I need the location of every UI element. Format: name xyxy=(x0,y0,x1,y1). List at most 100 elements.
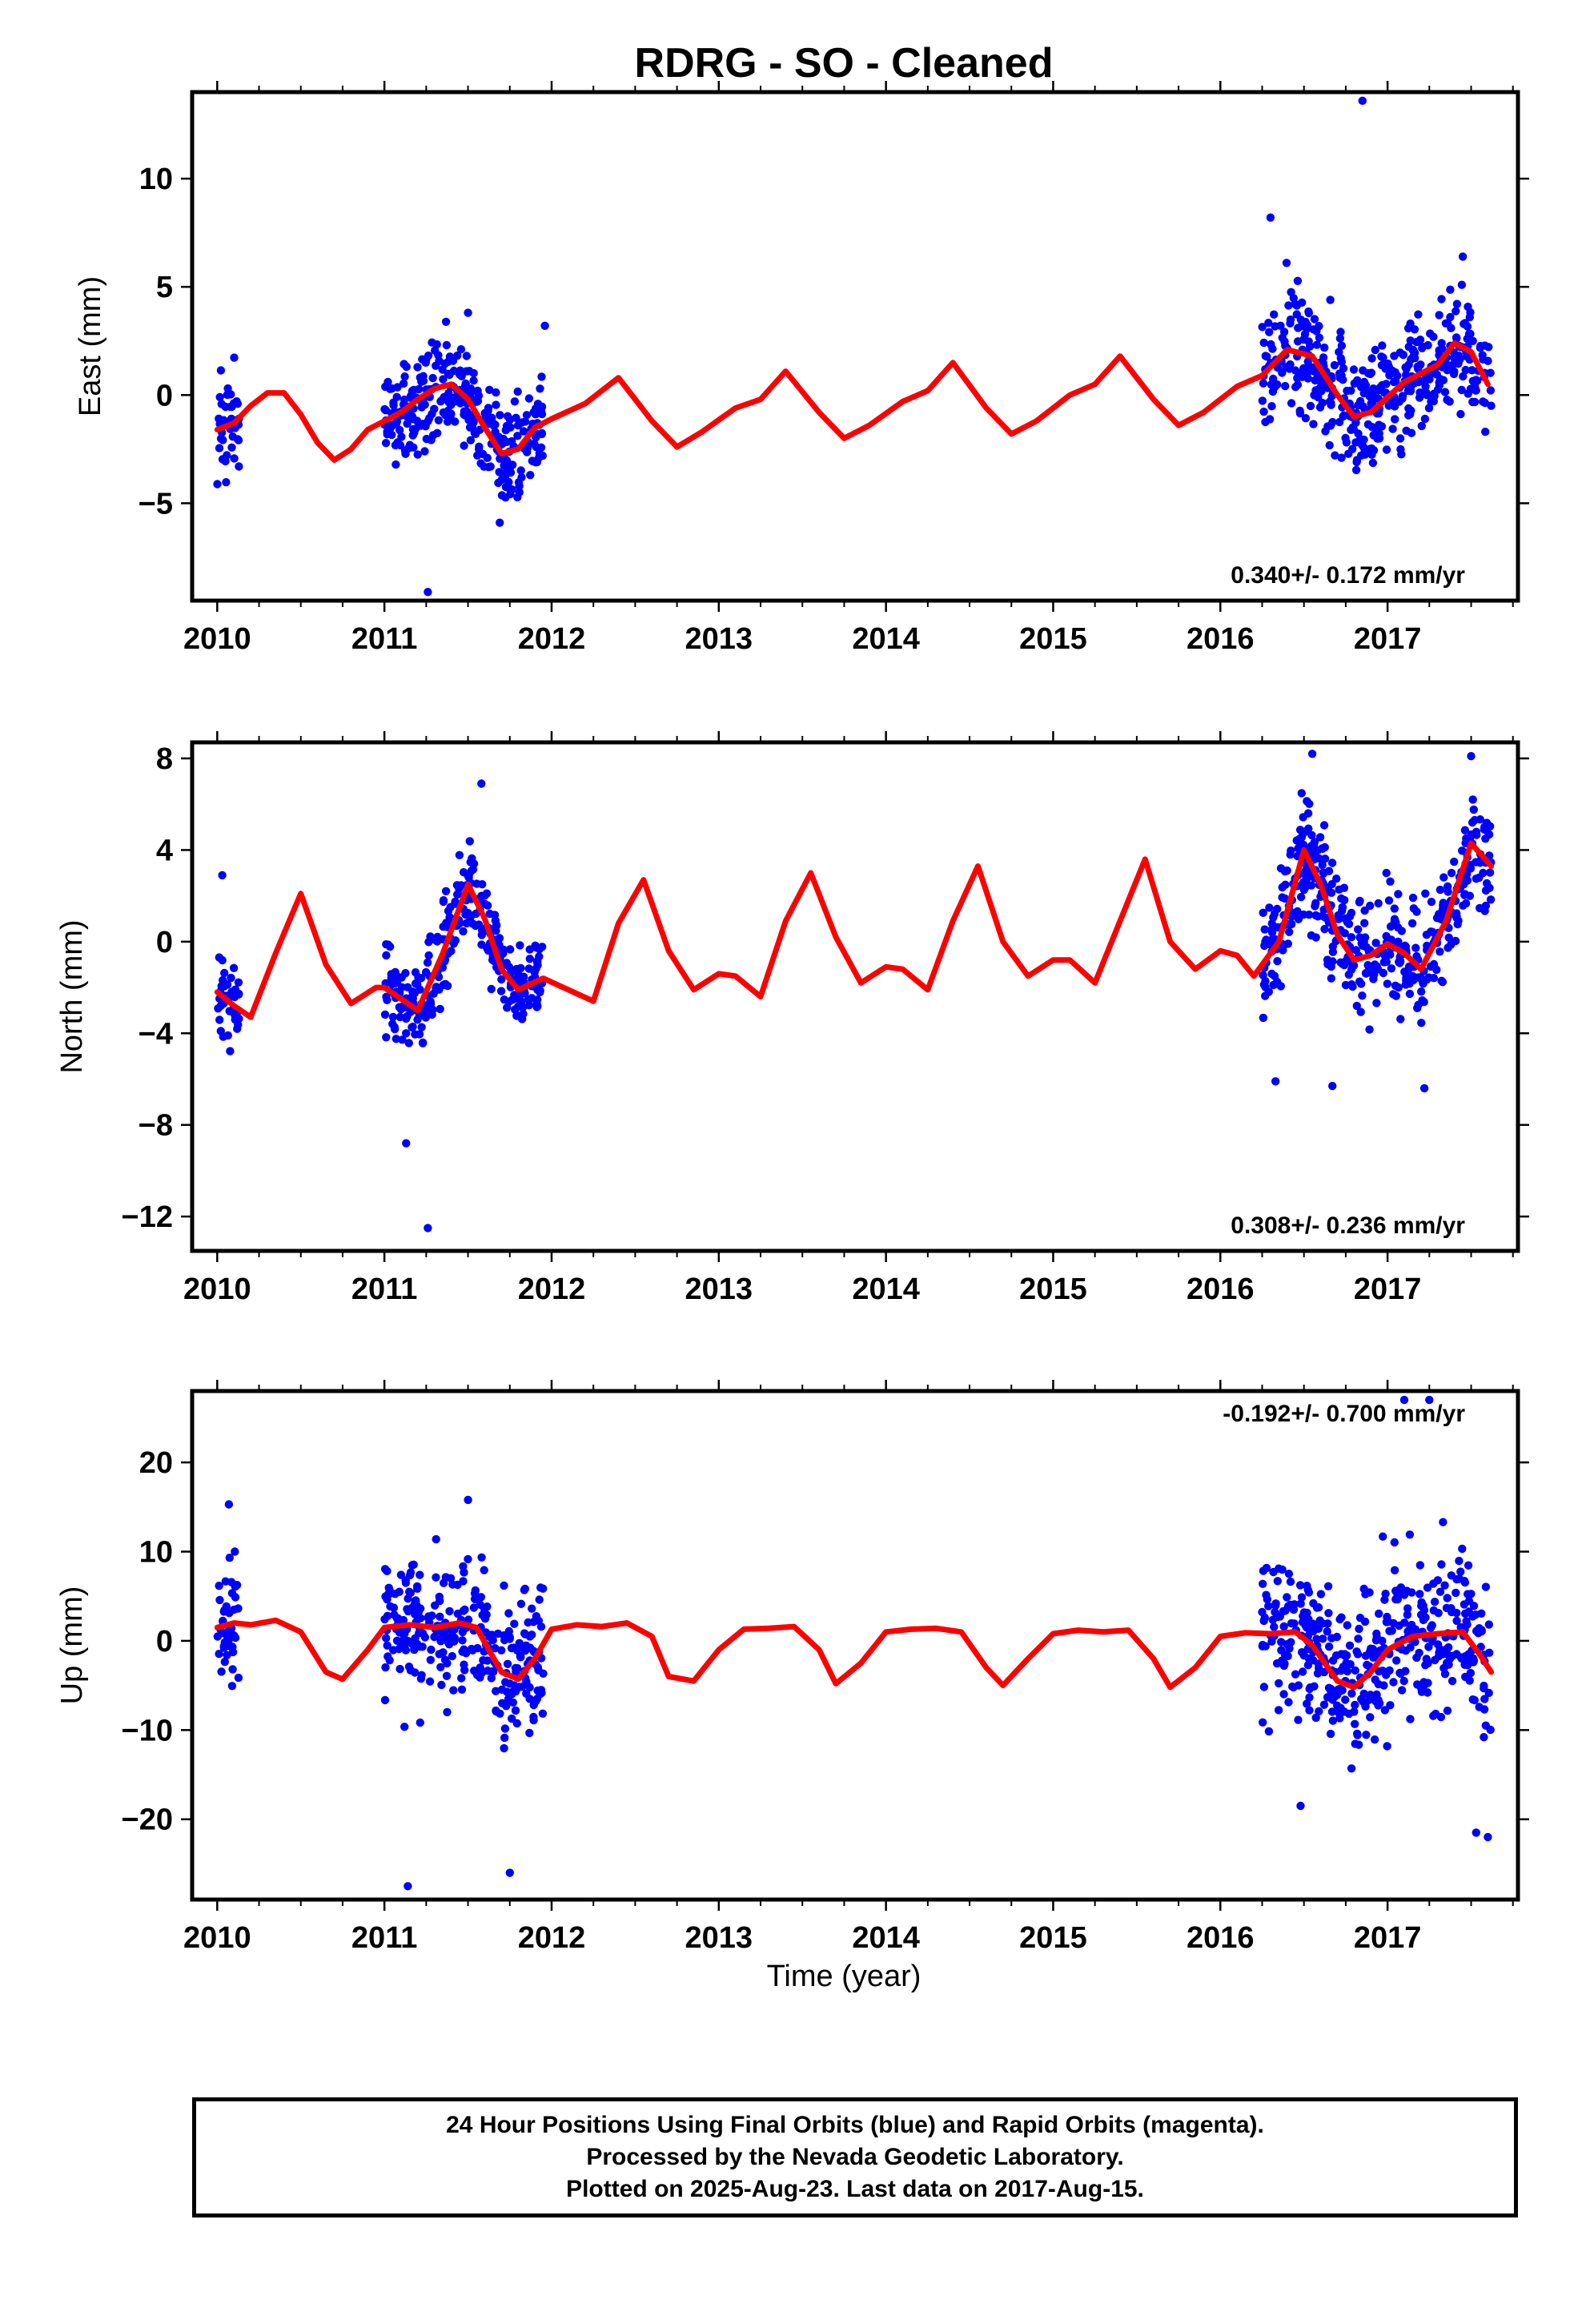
data-point xyxy=(1387,964,1396,973)
data-point xyxy=(492,1687,500,1695)
data-point xyxy=(234,1673,243,1683)
data-point xyxy=(1355,977,1364,986)
data-point xyxy=(1362,969,1371,978)
data-point xyxy=(1387,366,1396,375)
data-point xyxy=(525,955,534,963)
data-point xyxy=(449,1686,458,1695)
data-point xyxy=(1337,371,1346,380)
data-point xyxy=(492,1706,500,1715)
data-point xyxy=(1457,280,1467,289)
data-point xyxy=(465,837,474,846)
data-point xyxy=(1324,1642,1334,1651)
data-point xyxy=(449,939,458,948)
data-point xyxy=(1307,830,1316,840)
data-point xyxy=(1320,343,1329,352)
data-point xyxy=(1402,974,1411,983)
data-point xyxy=(1326,421,1335,430)
data-point xyxy=(1274,1706,1283,1715)
data-point xyxy=(412,1582,422,1591)
data-point xyxy=(1359,1584,1368,1594)
data-point xyxy=(1265,328,1274,336)
rate-label: 0.308+/- 0.236 mm/yr xyxy=(1231,1212,1465,1239)
data-point xyxy=(1369,431,1378,440)
data-point xyxy=(384,1583,393,1593)
data-point xyxy=(1319,1700,1329,1709)
data-point xyxy=(1485,830,1494,839)
data-point xyxy=(1447,868,1456,878)
data-point xyxy=(1487,401,1496,410)
data-point xyxy=(1258,323,1267,332)
data-point xyxy=(1281,1606,1290,1615)
y-tick-label: 0 xyxy=(156,379,173,412)
data-point xyxy=(457,1674,466,1683)
data-point xyxy=(484,406,492,416)
data-point xyxy=(1464,1561,1473,1570)
data-point xyxy=(387,970,396,979)
data-point xyxy=(485,909,494,919)
y-tick-label: −10 xyxy=(122,1714,173,1747)
data-point xyxy=(522,411,532,420)
data-point xyxy=(404,1663,414,1671)
data-point xyxy=(227,1682,237,1691)
data-point xyxy=(516,1651,524,1661)
data-point xyxy=(1344,919,1354,929)
data-point xyxy=(439,980,448,990)
data-point xyxy=(421,967,431,977)
y-tick-label: 4 xyxy=(156,834,173,867)
data-point xyxy=(231,1593,240,1602)
data-point xyxy=(474,444,484,453)
data-point xyxy=(1279,328,1289,336)
data-point xyxy=(1341,980,1351,990)
data-point xyxy=(404,444,412,453)
data-point xyxy=(1433,385,1443,394)
data-point xyxy=(456,366,464,375)
data-point xyxy=(430,1632,439,1642)
data-point xyxy=(227,973,235,983)
data-point xyxy=(1380,1706,1390,1715)
data-point xyxy=(497,1685,507,1694)
data-point xyxy=(1267,1637,1276,1646)
data-point xyxy=(1309,1656,1318,1665)
data-point xyxy=(1460,1600,1469,1609)
data-point xyxy=(1442,360,1451,368)
data-point xyxy=(464,1495,472,1505)
data-point xyxy=(483,453,492,462)
data-point xyxy=(235,462,243,471)
data-point xyxy=(403,419,412,428)
data-point xyxy=(1352,1001,1362,1011)
data-point xyxy=(391,440,400,450)
panel-east: 2010 2011 2012 2013 2014 2015 2016 2017 −5 0 5 10 Ea… xyxy=(74,81,1529,656)
data-point xyxy=(1393,372,1402,380)
data-point xyxy=(516,941,524,950)
data-point xyxy=(428,373,437,383)
data-point xyxy=(1258,1607,1267,1617)
data-point xyxy=(1304,824,1313,833)
data-point xyxy=(441,317,451,326)
data-point xyxy=(1467,1590,1476,1598)
data-point xyxy=(227,443,236,452)
data-point xyxy=(1433,1576,1443,1585)
y-tick-label: 8 xyxy=(156,742,173,776)
data-point xyxy=(1372,999,1381,1007)
data-point xyxy=(1328,1081,1337,1091)
data-point xyxy=(1267,402,1276,411)
data-point xyxy=(226,402,235,412)
data-point xyxy=(520,1584,529,1594)
x-tick-label: 2017 xyxy=(1354,1921,1422,1955)
data-point xyxy=(1472,827,1481,837)
data-point xyxy=(404,983,412,992)
data-point xyxy=(1419,1084,1429,1093)
data-point xyxy=(468,415,477,424)
data-point xyxy=(1452,300,1462,308)
data-point xyxy=(1307,931,1316,940)
data-point xyxy=(1366,1647,1375,1656)
data-point xyxy=(386,943,395,951)
data-point xyxy=(1259,407,1268,416)
data-point xyxy=(1299,830,1307,838)
data-point xyxy=(422,434,431,444)
data-point xyxy=(532,433,540,442)
data-point xyxy=(1378,341,1387,350)
data-point xyxy=(1337,1613,1346,1622)
data-point xyxy=(1480,398,1490,408)
data-point xyxy=(487,984,496,994)
